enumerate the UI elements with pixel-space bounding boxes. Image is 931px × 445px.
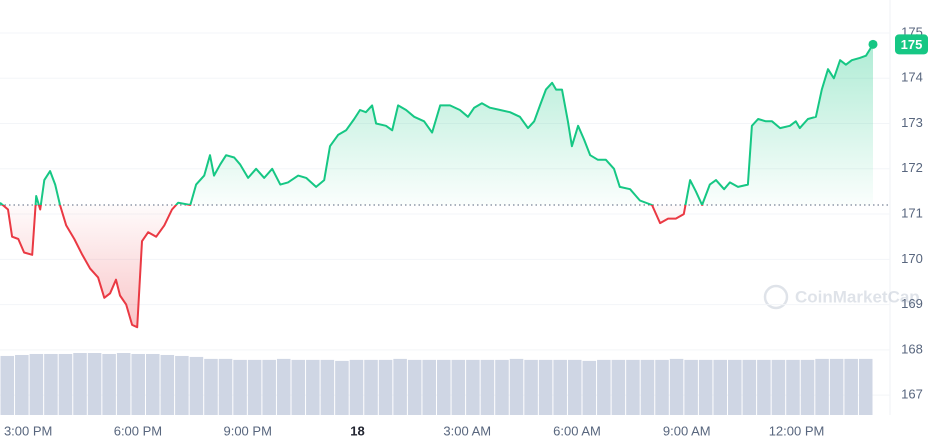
volume-bar [247,359,262,415]
volume-bar [262,359,276,415]
volume-bar [451,359,466,415]
volume-bar [466,359,480,415]
volume-bar [626,359,640,415]
y-tick-label: 172 [901,160,923,175]
volume-bar [15,354,29,415]
y-tick-label: 169 [901,296,923,311]
volume-bar [829,358,844,415]
y-tick-label: 174 [901,70,923,85]
volume-bar [160,354,175,415]
x-tick-label: 3:00 AM [443,423,491,438]
volume-bar [757,359,771,415]
volume-bar [728,359,742,415]
x-tick-label: 9:00 AM [663,423,711,438]
volume-bar [684,359,698,415]
volume-bar [582,360,597,415]
y-tick-label: 173 [901,115,923,130]
volume-bar [364,359,378,415]
y-tick-label: 171 [901,205,923,220]
volume-bar [276,358,291,415]
volume-bar [204,358,218,415]
volume-bar [349,359,364,415]
x-tick-label: 12:00 PM [769,423,825,438]
volume-bar [524,359,538,415]
volume-bar [58,353,73,415]
volume-bar [669,358,684,415]
y-tick-label: 170 [901,251,923,266]
price-line-up [0,43,874,206]
volume-bar [597,359,611,415]
volume-bar [131,353,145,415]
area-below [0,205,873,328]
volume-bar [611,359,626,415]
volume-bar [0,355,15,415]
volume-bar [189,356,204,415]
volume-bar [567,359,582,415]
x-tick-label: 9:00 PM [223,423,271,438]
volume-bar [553,359,567,415]
volume-bar [800,359,815,415]
volume-bar [102,353,116,415]
volume-bar [655,359,669,415]
volume-bar [844,358,858,415]
y-tick-label: 167 [901,387,923,402]
volume-bar [437,359,451,415]
volume-bar [815,358,829,415]
volume-bar [44,353,58,415]
volume-bar [713,359,727,415]
volume-bar [393,358,407,415]
last-value-label: 175 [901,37,923,52]
watermark-text: CoinMarketCap [795,287,920,306]
watermark-logo [763,284,789,310]
volume-bar [495,359,509,415]
volume-bar [422,359,436,415]
volume-bar [73,353,87,415]
volume-bar [640,359,655,415]
volume-bar [698,359,713,415]
x-tick-label: 18 [350,423,364,438]
volume-bar [480,359,495,415]
volume-bar [146,353,160,415]
volume-bar [175,355,189,415]
volume-bar [786,359,800,415]
y-tick-label: 168 [901,341,923,356]
watermark: CoinMarketCap [763,284,920,310]
last-point [868,39,878,49]
volume-bar [771,359,786,415]
price-line-down [1,205,704,329]
volume-bar [742,359,757,415]
volume-bar [858,358,873,415]
x-tick-label: 3:00 PM [4,423,52,438]
volume-bar [116,353,131,415]
last-value-box [895,34,928,55]
volume-bar [306,359,320,415]
volume-bar [320,359,335,415]
x-tick-label: 6:00 AM [553,423,601,438]
volume-bar [87,353,102,415]
volume-bar [291,359,306,415]
volume-bar [335,360,349,415]
volume-bar [378,359,393,415]
volume-bar [233,359,247,415]
volume-bar [29,353,44,415]
area-above [0,44,873,206]
volume-bar [407,359,422,415]
volume-bar [509,358,524,415]
volume-bar [538,359,553,415]
x-tick-label: 6:00 PM [114,423,162,438]
volume-bar [218,358,233,415]
